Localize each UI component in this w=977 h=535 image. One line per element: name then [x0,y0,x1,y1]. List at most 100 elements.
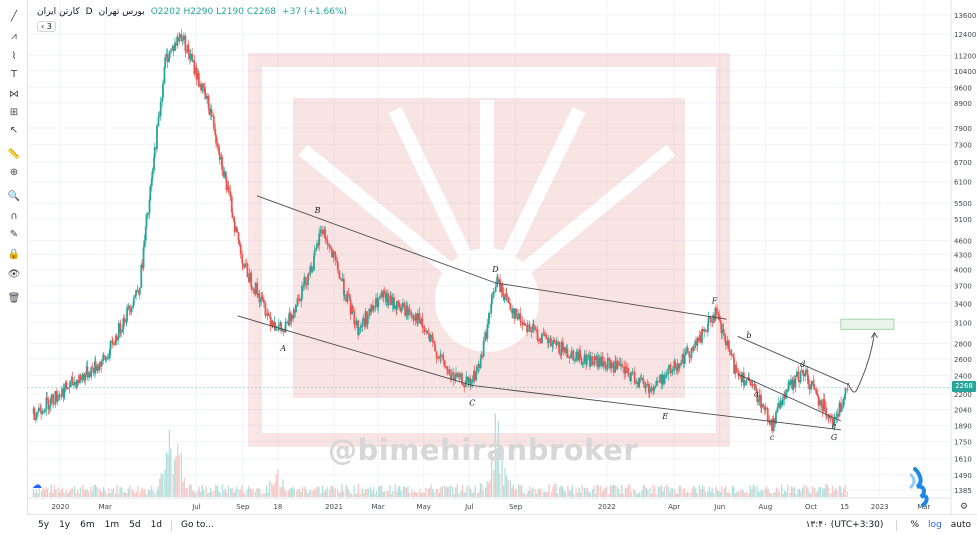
goto-button[interactable]: Go to... [181,520,214,530]
candle-body [757,400,760,402]
volume-bar [563,490,565,497]
candle-body [354,324,356,326]
candle-body [408,309,411,312]
candle-body [42,411,45,413]
volume-bar [685,493,687,497]
trend-line-icon[interactable]: ⩘ [5,26,22,43]
volume-bar [63,492,65,497]
candle [320,226,323,237]
auto-toggle[interactable]: auto [950,520,971,530]
range-1m-button[interactable]: 1m [104,520,120,530]
volume-bar [707,491,709,497]
volume-bar [591,489,594,497]
volume-bar [523,493,526,497]
price-tick-label: 3100 [954,319,972,327]
volume-bar [108,488,110,497]
candle [503,295,506,304]
volume-bar [754,486,756,497]
percent-toggle[interactable]: % [910,520,919,530]
svg-text:⊞: ⊞ [9,107,17,118]
lock-drawing-icon[interactable]: ✎ [5,224,22,241]
timezone-label[interactable]: ۱۳:۴۰ (UTC+3:30) [805,520,884,530]
candle-body [440,355,442,357]
candle-body [722,329,725,334]
ruler-icon[interactable]: ↖ [5,120,22,137]
volume-bar [667,486,669,497]
candle [532,319,535,333]
text-icon[interactable]: ⋈ [5,84,22,101]
brush-icon[interactable]: T [5,64,22,81]
candle-body [46,397,48,400]
candle [71,371,74,386]
candle [655,377,658,387]
candle-body [99,362,102,367]
candle [174,41,177,49]
eye-icon[interactable]: 👁 [5,264,22,281]
candle [142,245,145,272]
measure-icon[interactable]: ⊕ [5,162,22,179]
log-toggle[interactable]: log [928,520,942,530]
volume-bar [660,485,662,497]
candle [297,294,300,305]
settings-gear-icon[interactable]: ⚙ [960,502,968,512]
range-5d-button[interactable]: 5d [129,520,141,530]
candle-body [458,374,461,378]
lock-icon[interactable]: 🔒 [5,244,22,261]
magnet-icon[interactable]: ∩ [5,206,22,223]
volume-bar [597,485,600,497]
price-chart[interactable]: ABCDEFabcdeG1360012400112001040096008900… [27,0,977,514]
fib-icon[interactable]: ⌇ [5,46,22,63]
candle-body [37,411,40,413]
volume-bar [241,485,243,497]
candle-body [463,386,466,387]
volume-bar [828,487,830,497]
candle [65,380,68,390]
candle-body [704,329,707,332]
candle [304,276,307,288]
volume-bar [797,489,799,497]
range-5y-button[interactable]: 5y [38,520,50,530]
candle-body [627,368,629,373]
candle-body [256,282,259,295]
candle-body [701,329,704,332]
range-6m-button[interactable]: 6m [80,520,95,530]
candle [230,193,233,213]
volume-bar [91,491,94,497]
candle-body [320,229,323,231]
candle [143,234,146,251]
zoom-icon[interactable]: 🔍 [5,186,22,203]
volume-bar [307,493,309,497]
volume-bar [603,489,605,497]
candle-body [648,391,651,393]
candle-body [688,351,691,357]
symbol-name[interactable]: کارتن ایران [37,7,80,17]
volume-bar [604,487,606,497]
range-1y-button[interactable]: 1y [59,520,71,530]
candle [547,334,550,349]
pattern-icon[interactable]: ⊞ [5,102,22,119]
candle [736,367,739,373]
indicators-collapse-button[interactable]: ‹ 3 [37,21,56,32]
volume-bar [390,493,393,497]
trash-icon[interactable]: 🗑 [5,288,22,305]
candle-body [357,327,360,335]
arrow-icon[interactable]: 📏 [5,144,22,161]
candle-body [617,361,620,363]
candle-body [505,293,508,298]
candle [151,167,154,182]
candle [77,374,80,386]
candle-body [598,357,601,366]
candle [92,367,95,376]
candle [33,407,36,421]
candle-body [180,34,183,42]
volume-bar [271,483,273,497]
candle-body [91,367,94,369]
candle [204,88,207,100]
volume-bar [501,449,503,497]
range-1d-button[interactable]: 1d [150,520,163,530]
candle-body [108,349,111,359]
volume-bar [822,488,824,497]
candle-body [84,374,87,381]
candle [136,284,139,293]
crosshair-icon[interactable]: ╱ [5,6,22,23]
